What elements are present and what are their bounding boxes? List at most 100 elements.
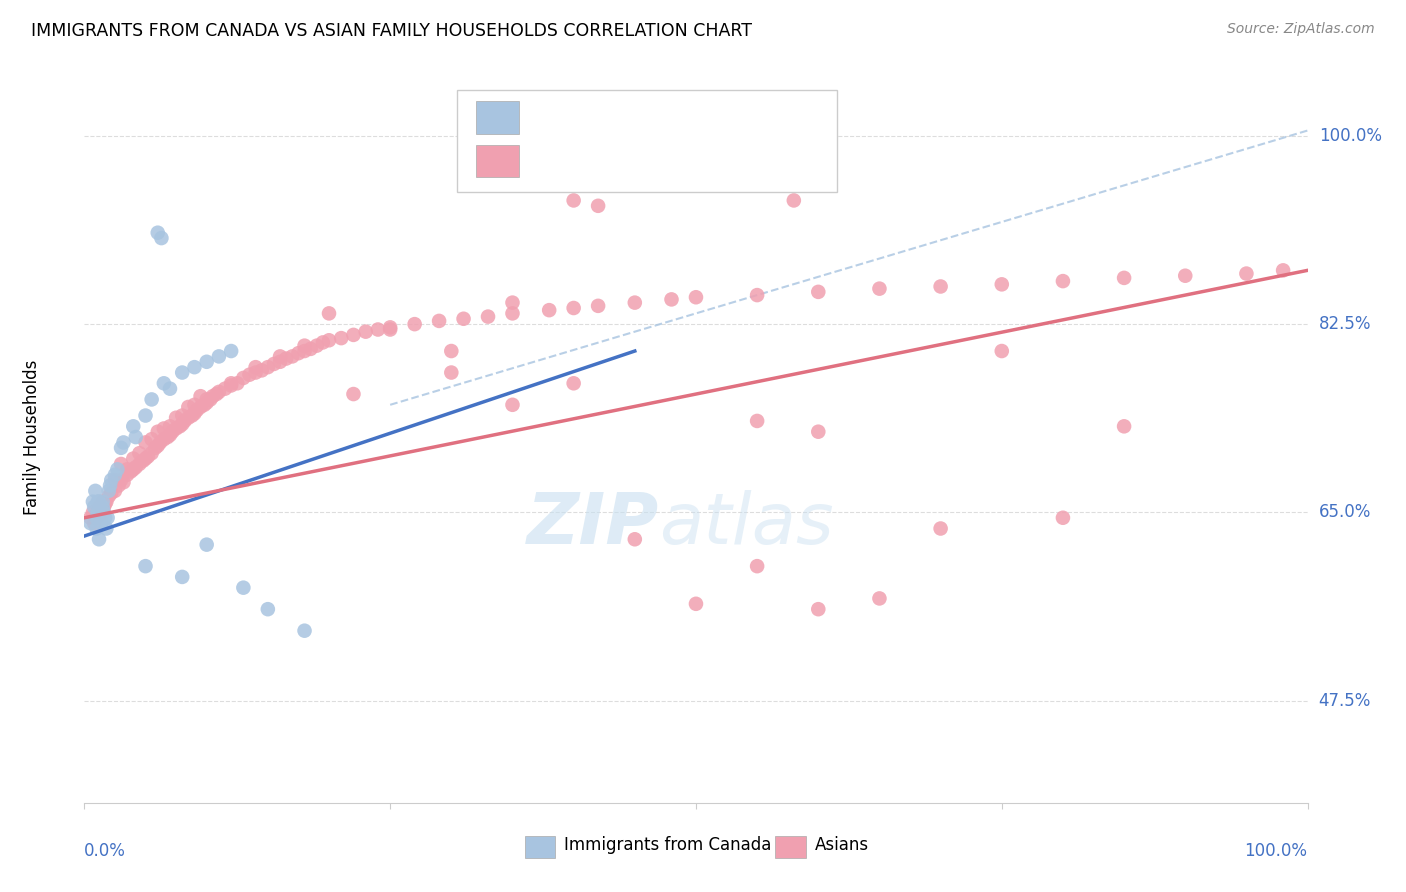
Point [294,624,316,638]
Point [132,454,155,468]
Point [257,360,280,375]
Point [661,293,683,307]
Point [562,376,585,391]
Point [869,282,891,296]
Point [150,231,173,245]
Point [87,500,110,514]
Point [195,395,218,409]
Point [177,410,200,425]
Point [173,414,195,428]
Point [162,425,184,439]
Point [169,419,191,434]
Point [97,489,120,503]
Point [90,516,112,530]
Point [143,441,166,455]
Point [685,597,707,611]
Point [93,500,115,514]
Point [112,435,135,450]
Point [201,389,224,403]
Point [104,483,127,498]
Point [153,376,176,391]
Point [1052,510,1074,524]
Point [115,462,138,476]
Point [183,406,205,420]
Point [110,473,132,487]
Point [783,194,806,208]
Point [146,425,169,439]
Point [122,451,145,466]
Point [159,382,181,396]
Text: 100.0%: 100.0% [1319,127,1382,145]
Point [193,398,215,412]
Point [122,419,145,434]
Point [747,414,769,428]
Point [200,392,222,407]
Text: 0.322: 0.322 [579,108,637,126]
Point [404,317,426,331]
Point [281,350,304,364]
Point [177,400,200,414]
Point [125,430,148,444]
Text: 148: 148 [718,151,759,170]
Point [79,510,101,524]
Bar [776,836,806,858]
Point [135,435,157,450]
Point [112,475,135,490]
Point [105,462,128,476]
Point [93,505,115,519]
Point [205,387,228,401]
Point [82,494,104,508]
Point [807,425,830,439]
Point [538,303,561,318]
Point [172,366,194,380]
Point [98,478,121,492]
Point [153,432,176,446]
Point [586,199,609,213]
Point [342,327,364,342]
Point [269,355,291,369]
Point [747,559,769,574]
Point [929,279,952,293]
Point [100,486,122,500]
Point [159,419,181,434]
Text: 82.5%: 82.5% [1319,315,1371,333]
Text: Source: ZipAtlas.com: Source: ZipAtlas.com [1227,22,1375,37]
Point [172,570,194,584]
Point [136,450,159,464]
Point [807,285,830,299]
Point [190,389,212,403]
Point [86,510,108,524]
Point [1174,268,1197,283]
Point [453,311,475,326]
Text: 47.5%: 47.5% [1319,691,1371,710]
Bar [475,145,519,178]
Point [146,226,169,240]
Point [245,366,267,380]
Text: ZIP: ZIP [527,491,659,559]
Point [87,533,110,547]
Point [318,306,340,320]
Point [208,384,231,399]
Point [89,510,111,524]
Text: 44: 44 [718,107,745,126]
Point [245,360,267,375]
Point [747,288,769,302]
Point [141,432,163,446]
Text: atlas: atlas [659,491,834,559]
Point [90,500,112,514]
Point [87,505,110,519]
Text: N =: N = [672,108,711,126]
Point [502,398,524,412]
Point [183,360,205,375]
Point [183,398,205,412]
Point [624,295,647,310]
Point [1272,263,1295,277]
Text: R =: R = [531,108,569,126]
Point [312,335,335,350]
Point [91,500,114,514]
Text: N =: N = [672,152,711,169]
Point [1114,271,1136,285]
Point [624,533,647,547]
Point [107,478,129,492]
Point [83,500,105,514]
